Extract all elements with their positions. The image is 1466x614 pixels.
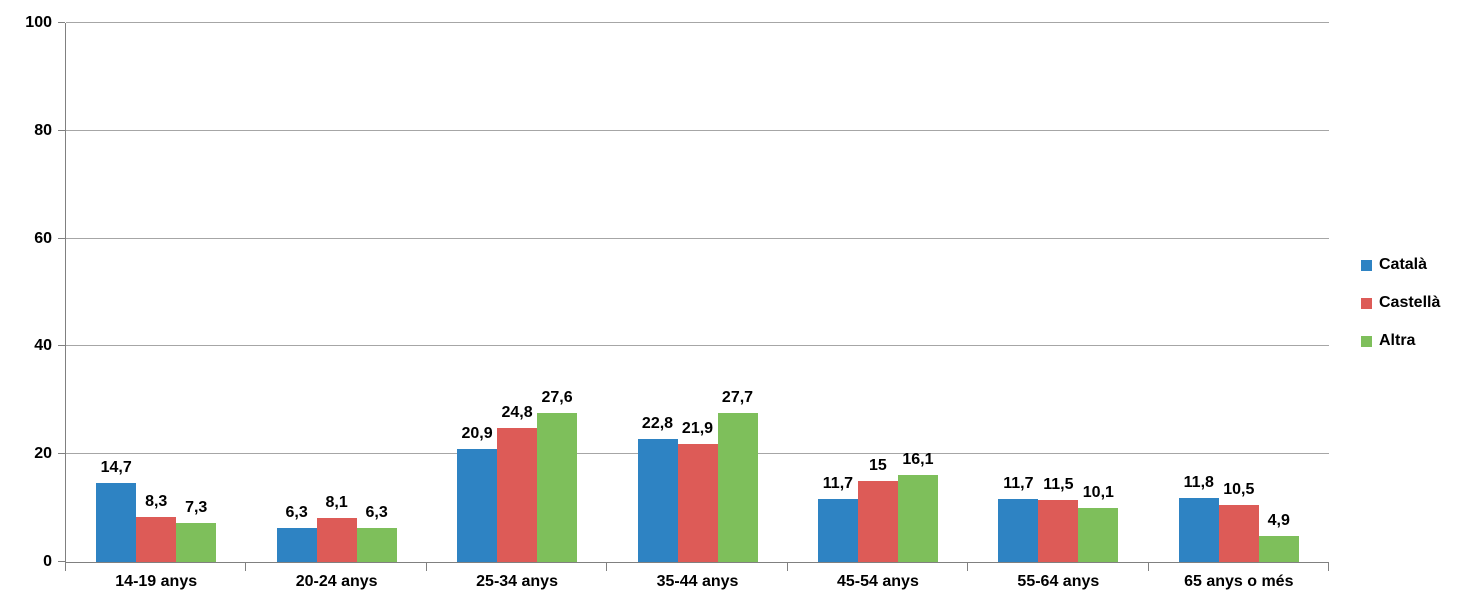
bar-castellà-1 (316, 518, 357, 562)
bar-value-label: 11,7 (822, 474, 854, 492)
y-tick-40 (58, 345, 65, 347)
bar-value-label: 14,7 (100, 458, 132, 476)
bar-català-0 (96, 482, 137, 562)
legend-item-català: Català (1361, 257, 1427, 273)
bar-català-1 (276, 528, 317, 562)
bar-altra-3 (717, 412, 758, 562)
y-axis-tick-label: 80 (34, 121, 52, 139)
x-tick (1148, 563, 1149, 571)
bar-value-label: 11,8 (1183, 474, 1214, 492)
legend-swatch-icon (1361, 297, 1372, 309)
bar-altra-0 (176, 522, 217, 562)
y-axis-tick-label: 100 (25, 14, 52, 31)
bar-altra-4 (897, 475, 938, 562)
x-axis-label: 14-19 anys (115, 573, 198, 590)
bar-value-label: 22,8 (641, 415, 674, 433)
plot-area: 14,7 8,3 7,3 6,3 8,1 6,3 20,9 24,8 27,6 22,8 21,9 2… (58, 22, 1329, 571)
y-axis-tick-label: 0 (43, 553, 52, 570)
x-axis-label: 35-44 anys (656, 573, 739, 590)
bar-value-label: 8,3 (145, 493, 168, 511)
bar-castellà-2 (497, 428, 538, 562)
x-axis-line (65, 562, 1329, 563)
bar-value-label: 10,5 (1223, 481, 1255, 499)
legend-label: Castellà (1379, 294, 1441, 311)
bar-value-label: 11,5 (1043, 476, 1074, 494)
y-tick-20 (58, 453, 65, 455)
bar-value-label: 7,3 (185, 498, 208, 516)
legend-item-castellà: Castellà (1361, 295, 1440, 311)
legend-swatch-icon (1361, 259, 1372, 271)
bar-català-3 (637, 439, 678, 562)
gridline-80 (66, 129, 1329, 131)
x-tick (606, 563, 607, 571)
bar-value-label: 11,7 (1003, 474, 1034, 492)
legend-item-altra: Altra (1361, 333, 1415, 349)
bar-value-label: 27,6 (541, 389, 573, 407)
bar-value-label: 6,3 (285, 504, 308, 522)
bar-català-5 (998, 498, 1039, 562)
x-tick (426, 563, 427, 571)
y-tick-100 (58, 22, 65, 23)
x-axis-label: 65 anys o més (1184, 573, 1294, 590)
y-axis-tick-label: 40 (34, 337, 52, 355)
legend-swatch-icon (1361, 335, 1372, 347)
bar-value-label: 21,9 (681, 419, 714, 437)
x-tick (1328, 563, 1329, 571)
y-tick-60 (58, 237, 65, 239)
bar-value-label: 4,9 (1267, 511, 1290, 529)
gridline-100 (66, 22, 1329, 23)
gridline-40 (66, 345, 1329, 347)
bar-altra-5 (1078, 507, 1119, 562)
bar-castellà-4 (857, 481, 898, 562)
y-axis-tick-label: 60 (34, 229, 52, 247)
x-axis-label: 55-64 anys (1017, 573, 1100, 590)
bar-value-label: 24,8 (501, 404, 533, 422)
bar-català-6 (1178, 498, 1219, 562)
x-tick (787, 563, 788, 571)
bar-castellà-3 (677, 443, 718, 562)
bar-value-label: 27,7 (721, 388, 754, 406)
bar-castellà-5 (1038, 500, 1079, 562)
y-tick-80 (58, 129, 65, 131)
bar-value-label: 10,1 (1082, 483, 1114, 501)
bar-value-label: 8,1 (325, 494, 348, 512)
y-axis-tick-label: 20 (34, 445, 52, 463)
bar-value-label: 20,9 (461, 425, 493, 443)
bar-castellà-0 (136, 517, 177, 562)
x-axis-label: 45-54 anys (837, 573, 919, 590)
x-tick (245, 563, 246, 571)
bar-value-label: 16,1 (902, 451, 934, 469)
legend-label: Altra (1379, 332, 1416, 349)
bar-castellà-6 (1218, 505, 1259, 562)
y-tick-0 (58, 561, 65, 562)
bar-altra-2 (537, 413, 578, 562)
x-tick (967, 563, 968, 571)
x-axis-label: 20-24 anys (295, 573, 378, 590)
bar-català-2 (457, 449, 498, 562)
bar-altra-1 (356, 528, 397, 562)
bar-value-label: 6,3 (365, 504, 388, 522)
bar-altra-6 (1258, 535, 1299, 562)
y-axis-line (65, 23, 66, 562)
legend-label: Català (1379, 256, 1428, 273)
bar-value-label: 15 (869, 457, 887, 475)
gridline-60 (66, 237, 1329, 239)
x-axis-label: 25-34 anys (476, 573, 558, 590)
x-tick (65, 563, 66, 571)
bar-català-4 (817, 498, 858, 562)
